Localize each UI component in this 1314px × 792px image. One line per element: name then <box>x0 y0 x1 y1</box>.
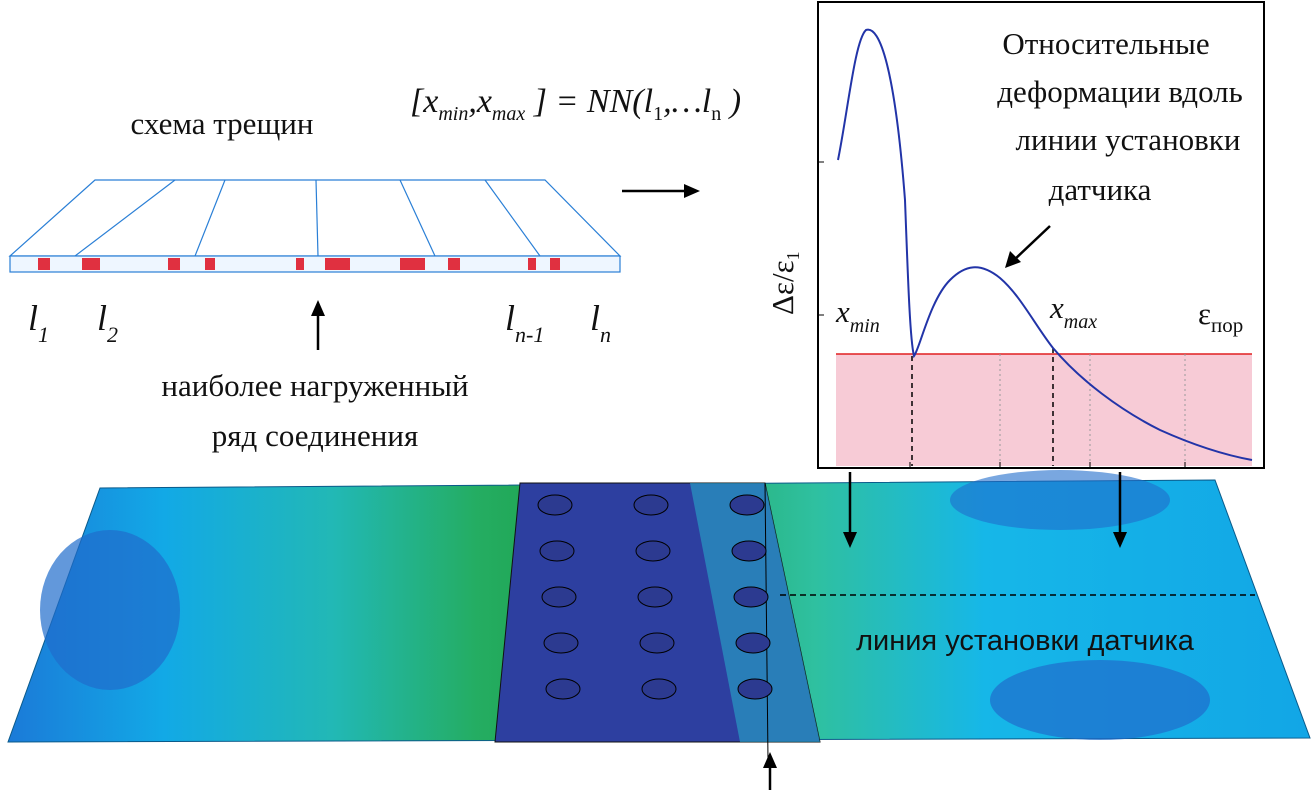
crack-label-main: l <box>28 298 38 338</box>
line <box>195 180 225 256</box>
plot-title-line: линии установки <box>1016 122 1241 157</box>
rivet <box>542 587 576 607</box>
stress-zone <box>40 530 180 690</box>
formula-sub: max <box>492 103 525 125</box>
rivet-mark <box>325 258 350 270</box>
threshold-main: ε <box>1198 296 1211 331</box>
rivet-mark <box>205 258 215 270</box>
formula-part: ) <box>721 83 741 120</box>
x-max-main: x <box>1049 290 1064 325</box>
rivet <box>640 633 674 653</box>
rivet <box>734 587 768 607</box>
rivet <box>642 679 676 699</box>
rivet-mark <box>296 258 304 270</box>
rivet <box>546 679 580 699</box>
stress-zone <box>950 470 1170 530</box>
figure: схема трещин [xmin,xmax ] = NN(l1,…ln ) … <box>0 0 1314 792</box>
formula-part: ,… <box>663 83 702 120</box>
formula-part: ,x <box>468 83 492 120</box>
formula-sub: n <box>711 103 721 125</box>
plot-title-line: Относительные <box>1002 26 1209 61</box>
x-min-main: x <box>835 294 850 329</box>
rivet <box>634 495 668 515</box>
rivet-mark <box>528 258 536 270</box>
rivet-mark <box>38 258 50 270</box>
line <box>75 180 175 256</box>
stress-zone <box>990 660 1210 740</box>
caption-line: наиболее нагруженный <box>161 368 468 403</box>
y-label-sub: 1 <box>783 251 803 260</box>
x-max-sub: max <box>1064 311 1097 333</box>
rivet <box>636 541 670 561</box>
crack-label-sub: 2 <box>107 322 118 347</box>
rivet <box>736 633 770 653</box>
formula-sub: 1 <box>653 103 663 125</box>
formula-sub: min <box>438 103 468 125</box>
line <box>485 180 540 256</box>
arrow-head <box>684 184 700 198</box>
y-axis-label: Δε/ε1 <box>765 251 803 315</box>
sensor-line-label: линия установки датчика <box>856 625 1195 657</box>
crack-label-sub: n-1 <box>515 322 544 347</box>
plot-title-line: деформации вдоль <box>997 74 1243 109</box>
rivet-mark <box>82 258 100 270</box>
rivet <box>738 679 772 699</box>
rivet-mark <box>550 258 560 270</box>
crack-label: l1 <box>28 298 49 347</box>
rivet <box>730 495 764 515</box>
fe-model: линия установки датчика <box>8 470 1310 790</box>
plate <box>10 180 620 256</box>
rivet <box>540 541 574 561</box>
strain-plot: Относительные деформации вдоль линии уст… <box>765 2 1264 468</box>
rivet <box>732 541 766 561</box>
crack-label: ln <box>590 298 611 347</box>
plot-title-line: датчика <box>1049 172 1152 207</box>
arrow-head <box>311 300 325 316</box>
rivet-mark <box>448 258 460 270</box>
formula-part: ] = NN( <box>525 83 646 120</box>
threshold-area <box>836 354 1252 466</box>
formula-part: l <box>644 83 653 120</box>
formula: [xmin,xmax ] = NN(l1,…ln ) <box>410 83 741 125</box>
crack-label-main: l <box>97 298 107 338</box>
x-min-sub: min <box>850 315 880 337</box>
line <box>400 180 435 256</box>
rivet-mark <box>168 258 180 270</box>
rivet <box>538 495 572 515</box>
crack-label-main: l <box>505 298 515 338</box>
y-label-main: Δε/ε <box>765 260 800 315</box>
scheme-title: схема трещин <box>131 106 314 141</box>
crack-label: ln-1 <box>505 298 544 347</box>
line <box>316 180 318 256</box>
crack-label-main: l <box>590 298 600 338</box>
rivet <box>544 633 578 653</box>
formula-part: [x <box>410 83 438 120</box>
caption-line: ряд соединения <box>212 418 418 453</box>
rivet-mark <box>400 258 425 270</box>
formula-part: l <box>702 83 711 120</box>
threshold-sub: пор <box>1211 313 1243 337</box>
crack-label-sub: n <box>600 322 611 347</box>
crack-label: l2 <box>97 298 118 347</box>
arrow-head <box>763 752 777 768</box>
rivet <box>638 587 672 607</box>
crack-label-sub: 1 <box>38 322 49 347</box>
